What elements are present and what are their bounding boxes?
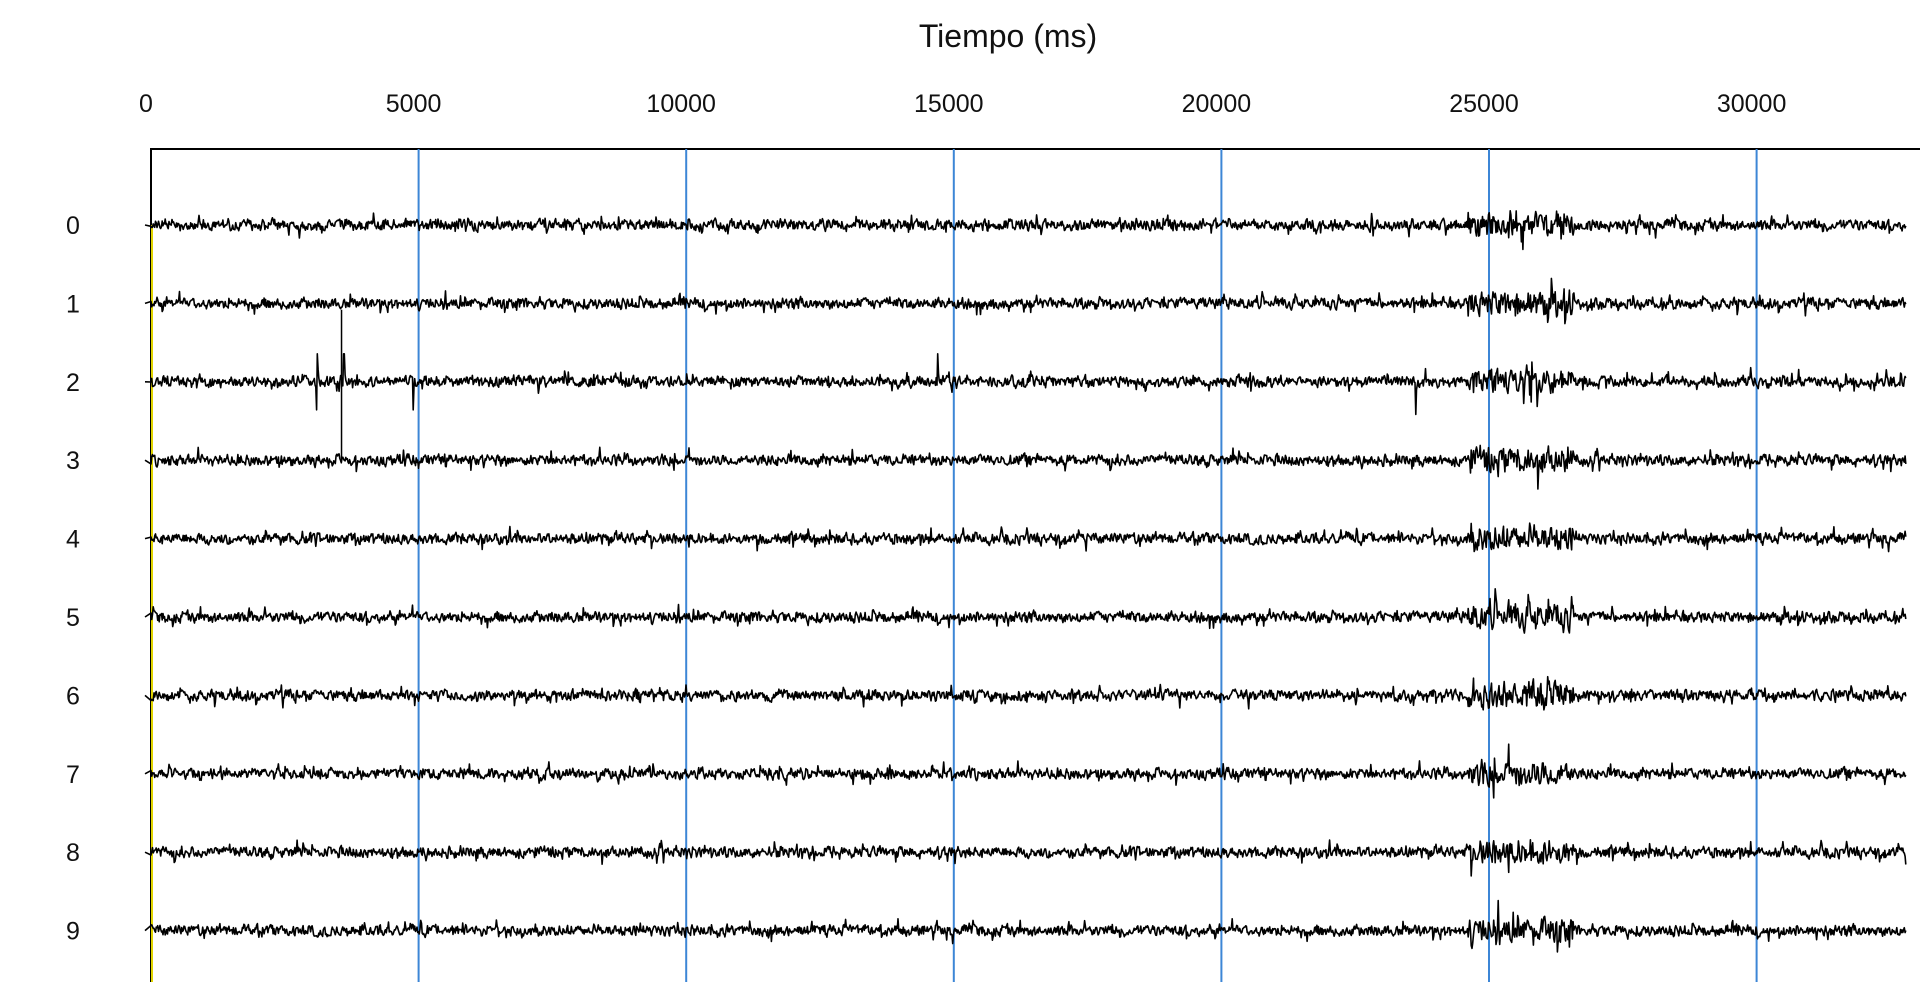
x-tick-label: 30000 xyxy=(1717,90,1787,118)
channel-label: 2 xyxy=(66,369,80,397)
channel-label: 9 xyxy=(66,918,80,946)
x-tick-label: 15000 xyxy=(914,90,984,118)
channel-label: 5 xyxy=(66,604,80,632)
channel-label: 4 xyxy=(66,526,80,554)
channel-trace xyxy=(144,210,1907,251)
channel-trace xyxy=(144,522,1907,553)
channel-label: 1 xyxy=(66,290,80,318)
x-axis-title: Tiempo (ms) xyxy=(918,18,1098,54)
channel-trace xyxy=(144,743,1907,799)
x-tick-label: 0 xyxy=(139,90,153,118)
x-tick-label: 20000 xyxy=(1182,90,1252,118)
channel-label: 0 xyxy=(66,212,80,240)
x-tick-label: 10000 xyxy=(646,90,716,118)
channel-trace xyxy=(144,675,1907,711)
channel-label: 7 xyxy=(66,761,80,789)
x-tick-label: 25000 xyxy=(1449,90,1519,118)
channel-label: 6 xyxy=(66,682,80,710)
channel-trace xyxy=(144,277,1907,325)
channel-trace xyxy=(144,899,1907,953)
channel-trace xyxy=(144,353,1907,416)
channel-label: 8 xyxy=(66,839,80,867)
channel-trace xyxy=(144,588,1907,634)
channel-label: 3 xyxy=(66,447,80,475)
x-tick-label: 5000 xyxy=(386,90,442,118)
channel-trace xyxy=(144,444,1907,490)
channel-trace xyxy=(144,839,1907,877)
